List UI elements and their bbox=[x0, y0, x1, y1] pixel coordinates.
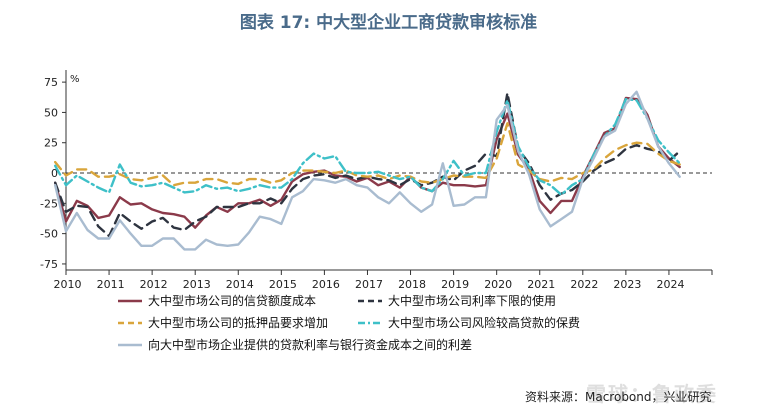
y-tick-label: -25 bbox=[40, 197, 58, 210]
y-unit-label: % bbox=[70, 74, 80, 85]
series-line-5 bbox=[54, 90, 681, 251]
y-tick-label: 25 bbox=[44, 137, 58, 150]
y-tick-label: -50 bbox=[40, 228, 58, 241]
x-tick-label: 2015 bbox=[269, 278, 297, 291]
series-line-2 bbox=[54, 91, 681, 238]
x-tick-label: 2010 bbox=[54, 278, 82, 291]
x-tick-label: 2019 bbox=[441, 278, 469, 291]
x-tick-label: 2012 bbox=[140, 278, 168, 291]
legend-label-3: 大中型市场公司的抵押品要求增加 bbox=[148, 315, 328, 330]
legend-label-1: 大中型市场公司的信贷额度成本 bbox=[148, 293, 316, 308]
x-tick-label: 2013 bbox=[183, 278, 211, 291]
x-tick-label: 2020 bbox=[484, 278, 512, 291]
series-line-1 bbox=[54, 96, 681, 229]
x-tick-label: 2017 bbox=[355, 278, 383, 291]
y-tick-label: 75 bbox=[44, 76, 58, 89]
x-tick-label: 2018 bbox=[398, 278, 426, 291]
series-line-4 bbox=[54, 97, 681, 196]
x-tick-label: 2016 bbox=[312, 278, 340, 291]
legend-label-5: 向大中型市场企业提供的贷款利率与银行资金成本之间的利差 bbox=[148, 337, 472, 352]
series-line-3 bbox=[54, 122, 681, 187]
x-tick-label: 2024 bbox=[656, 278, 684, 291]
y-tick-label: 50 bbox=[44, 106, 58, 119]
chart-axes: -75 -50 -25 0 25 50 75 % 2010 2011 2012 2013 2014 201… bbox=[40, 70, 713, 291]
y-tick-label: 0 bbox=[51, 167, 58, 180]
x-tick-label: 2023 bbox=[613, 278, 641, 291]
legend: 大中型市场公司的信贷额度成本 大中型市场公司利率下限的使用大中型市场公司的抵押品要… bbox=[118, 293, 580, 352]
legend-label-2: 大中型市场公司利率下限的使用 bbox=[388, 293, 556, 308]
chart-title: 图表 17: 中大型企业工商贷款审核标准 bbox=[239, 13, 538, 33]
y-tick-label: -75 bbox=[40, 258, 58, 271]
series-layer bbox=[54, 90, 681, 251]
watermark-text: 雪球：鲁政委 bbox=[586, 382, 718, 406]
x-tick-label: 2021 bbox=[527, 278, 555, 291]
x-tick-label: 2014 bbox=[226, 278, 254, 291]
x-tick-label: 2022 bbox=[570, 278, 598, 291]
legend-label-4: 大中型市场公司风险较高贷款的保费 bbox=[388, 315, 580, 330]
source-note: 资料来源：Macrobond，兴业研究 bbox=[525, 390, 712, 404]
x-tick-label: 2011 bbox=[97, 278, 125, 291]
